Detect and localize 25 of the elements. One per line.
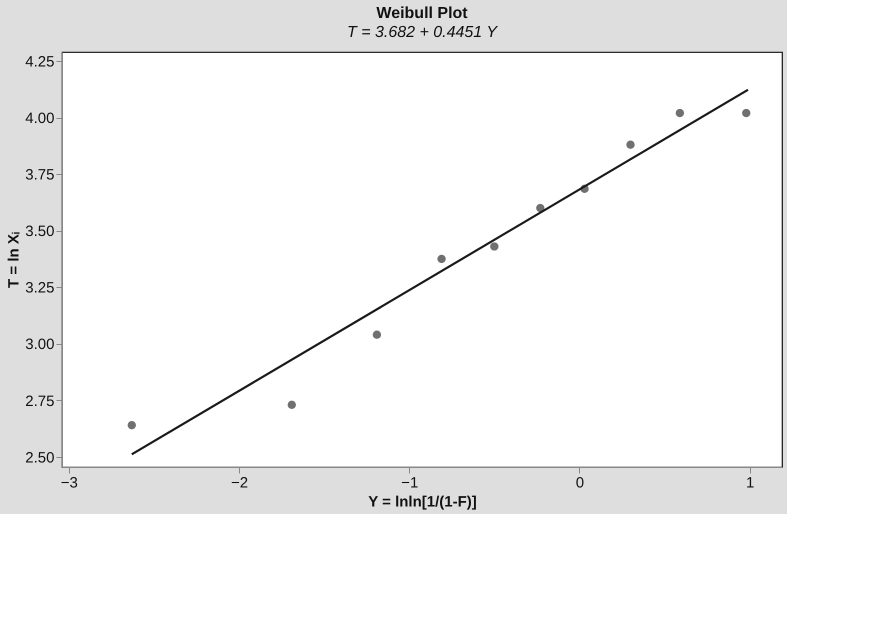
- x-tick-label: 0: [576, 474, 584, 492]
- point: [626, 140, 635, 149]
- y-tick-label: 4.25: [25, 54, 54, 71]
- x-tick-label: −3: [60, 474, 78, 492]
- point: [490, 242, 499, 251]
- chart-subtitle: T = 3.682 + 0.4451 Y: [346, 24, 498, 41]
- y-axis-title: T = ln Xᵢ: [5, 232, 22, 288]
- point: [676, 108, 684, 118]
- point: [437, 254, 446, 264]
- x-tick-label: −2: [230, 474, 248, 492]
- chart-title: Weibull Plot: [376, 5, 468, 22]
- point: [742, 108, 750, 118]
- point: [288, 400, 296, 409]
- y-tick-label: 3.50: [25, 223, 54, 240]
- x-tick-label: −1: [401, 474, 418, 492]
- y-tick-label: 2.75: [25, 392, 54, 410]
- y-tick-label: 3.75: [25, 166, 54, 184]
- point: [372, 330, 382, 339]
- x-axis-title: Y = lnln[1/(1-F)]: [368, 494, 477, 510]
- x-tick-label: 1: [746, 474, 754, 492]
- y-tick-label: 3.25: [25, 280, 54, 297]
- y-tick-label: 2.50: [25, 449, 54, 466]
- y-tick-label: 4.00: [25, 110, 54, 128]
- y-tick-label: 3.00: [25, 336, 54, 354]
- point: [128, 420, 136, 430]
